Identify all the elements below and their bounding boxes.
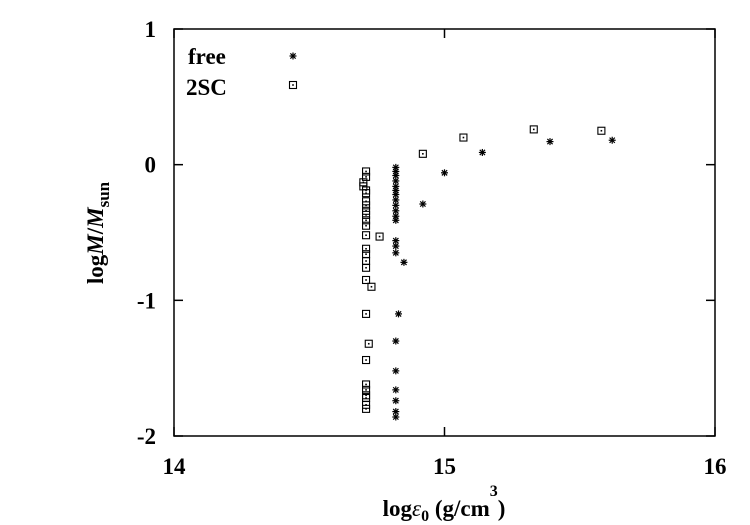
- legend-marker-free-icon: [289, 52, 297, 60]
- y-tick-label: -2: [137, 424, 156, 449]
- plot-frame: [173, 28, 716, 437]
- y-axis-label-m2: M: [83, 206, 108, 229]
- data-point-free: [392, 367, 400, 375]
- legend-marker-2sc: [288, 80, 298, 90]
- data-point-free: [608, 136, 616, 144]
- data-point-2sc: [359, 182, 368, 191]
- data-point-free: [392, 397, 400, 405]
- data-point-free: [392, 237, 400, 245]
- x-tick-label: 16: [704, 454, 727, 479]
- data-point-free: [395, 310, 403, 318]
- legend-item-free: free: [188, 44, 297, 69]
- x-axis-label-unit: (g/cm: [429, 496, 490, 521]
- legend-label-2sc: 2SC: [186, 75, 227, 100]
- legend-marker-2sc-icon: [288, 80, 298, 90]
- y-axis-label-sub: sun: [94, 181, 113, 207]
- data-point-2sc: [362, 189, 371, 198]
- data-point-2sc: [362, 400, 371, 409]
- data-point-2sc: [362, 244, 371, 253]
- legend-item-2sc: 2SC: [186, 75, 298, 100]
- data-point-2sc: [362, 404, 371, 413]
- y-axis-label-m: M: [83, 233, 108, 256]
- legend-label-free: free: [188, 44, 226, 69]
- data-point-free: [478, 148, 486, 156]
- y-axis-label-slash: /: [83, 227, 108, 235]
- data-point-2sc: [529, 125, 538, 134]
- data-point-2sc: [367, 282, 376, 291]
- data-point-free: [392, 191, 400, 199]
- data-point-free: [392, 337, 400, 345]
- x-axis-label: logε0 (g/cm3): [383, 483, 506, 525]
- data-point-2sc: [362, 256, 371, 266]
- data-point-2sc: [459, 133, 468, 142]
- x-tick-label: 15: [433, 454, 456, 479]
- y-axis-label: logM/Msun: [83, 181, 113, 284]
- data-point-2sc: [362, 221, 371, 230]
- data-point-2sc: [362, 201, 371, 210]
- data-point-2sc: [362, 210, 371, 219]
- data-point-2sc: [362, 167, 371, 176]
- data-point-2sc: [362, 385, 371, 394]
- y-tick-label: 0: [145, 153, 157, 178]
- data-point-2sc: [362, 172, 371, 181]
- data-point-free: [419, 200, 427, 208]
- data-point-free: [392, 386, 400, 394]
- x-axis-label-close: ): [498, 496, 506, 521]
- y-axis-label-prefix: log: [83, 254, 108, 284]
- data-point-2sc: [418, 149, 427, 158]
- data-point-2sc: [362, 355, 371, 365]
- data-point-2sc: [362, 263, 371, 272]
- data-point-free: [392, 196, 400, 204]
- data-point-2sc: [362, 216, 371, 225]
- data-point-free: [392, 216, 400, 224]
- data-point-2sc: [362, 275, 371, 285]
- legend: free 2SC: [186, 44, 298, 100]
- y-tick-label: -1: [137, 288, 156, 313]
- data-point-free: [400, 258, 408, 266]
- data-point-free: [546, 138, 554, 146]
- legend-marker-free: [289, 52, 297, 60]
- data-point-2sc: [375, 232, 384, 241]
- x-axis-label-epsilon: ε: [412, 496, 422, 521]
- data-point-2sc: [364, 339, 373, 348]
- data-point-2sc: [597, 126, 606, 135]
- data-point-2sc: [362, 231, 371, 240]
- data-point-2sc: [362, 197, 371, 206]
- data-points: [359, 125, 616, 421]
- x-axis-label-sub: 0: [421, 508, 429, 525]
- x-axis-label-sup: 3: [490, 483, 498, 500]
- data-point-free: [441, 169, 448, 177]
- data-point-2sc: [362, 309, 371, 318]
- data-point-free: [392, 249, 400, 257]
- data-point-free: [392, 413, 400, 421]
- axis-ticks: 14 15 16 1 0 -1 -2: [137, 17, 727, 479]
- data-point-2sc: [362, 380, 371, 389]
- data-point-free: [392, 242, 400, 250]
- x-axis-label-prefix: log: [383, 496, 413, 521]
- x-tick-label: 14: [163, 454, 187, 479]
- y-tick-label: 1: [145, 17, 157, 42]
